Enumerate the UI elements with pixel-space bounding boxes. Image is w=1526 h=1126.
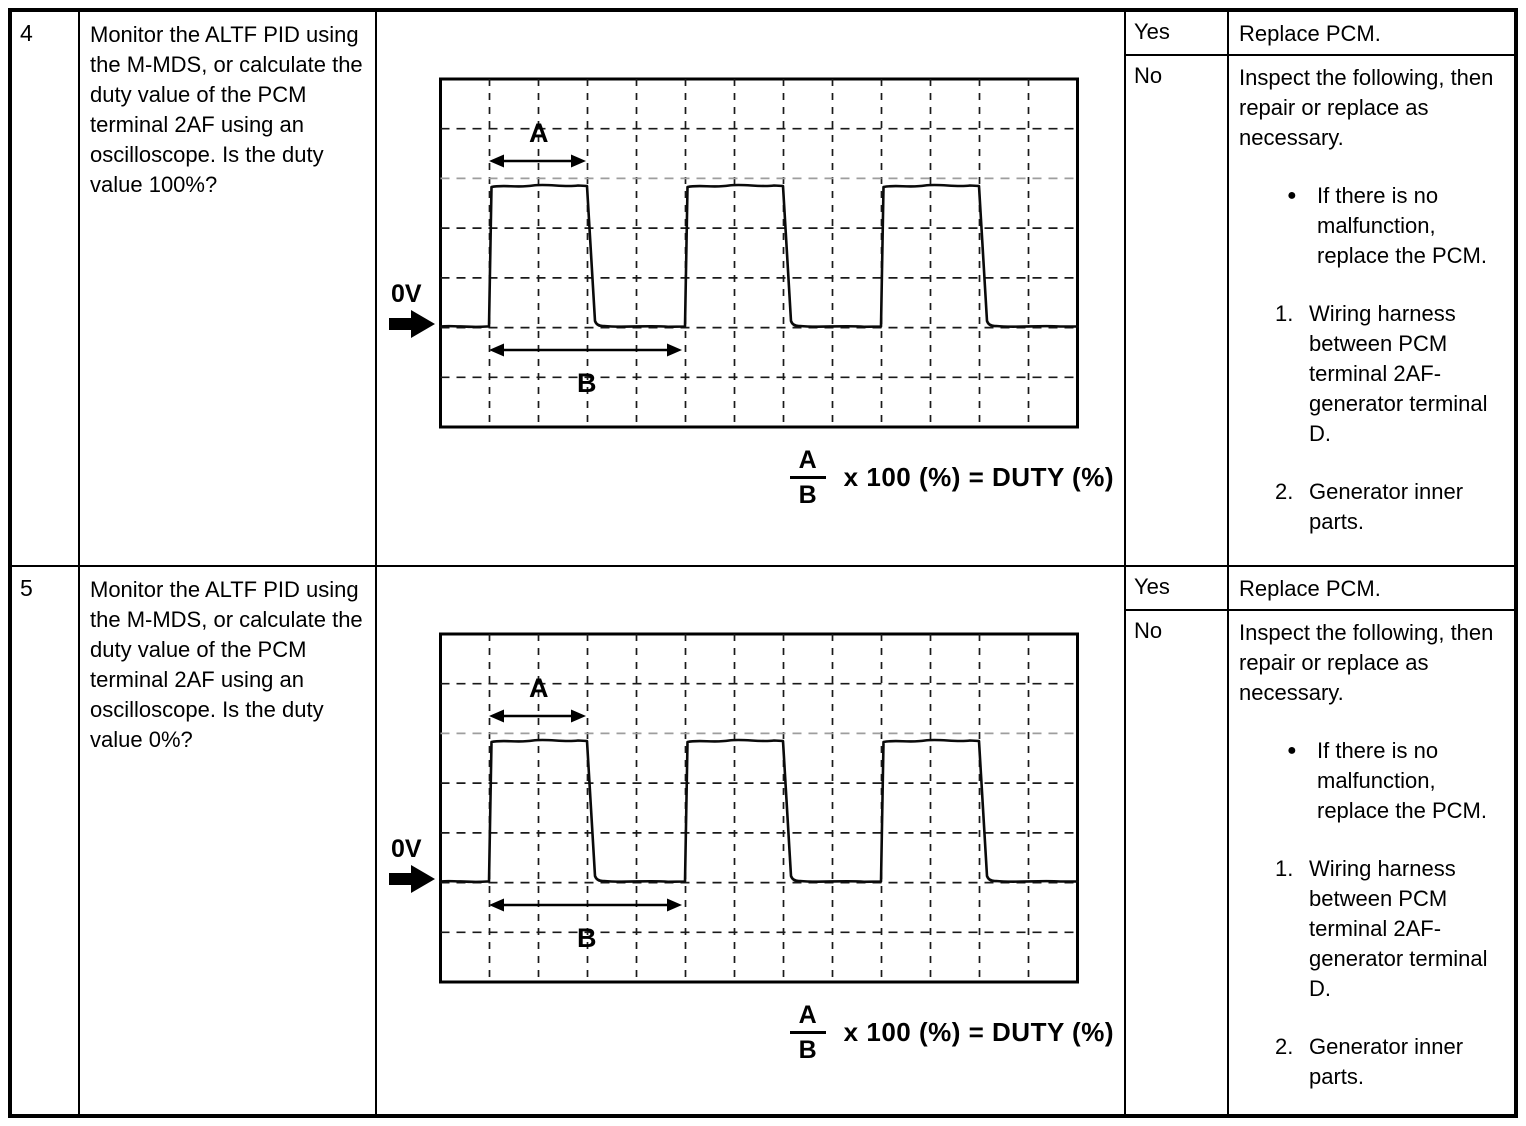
no-action: Inspect the following, then repair or re…	[1229, 611, 1514, 1114]
zero-volt-label: 0V	[391, 835, 422, 863]
item-number: 1.	[1275, 301, 1294, 326]
bullet-item: ● If there is no malfunction, replace th…	[1239, 736, 1504, 826]
zero-volt-arrow-icon	[389, 310, 435, 338]
duty-fraction: A B	[789, 1001, 826, 1065]
fraction-denominator: B	[798, 481, 817, 510]
pulse-width-arrow	[489, 709, 586, 723]
bullet-text: If there is no malfunction, replace the …	[1317, 738, 1487, 823]
oscilloscope-diagram-cell: 0V	[377, 567, 1126, 1114]
zero-volt-label: 0V	[391, 280, 422, 308]
no-action-intro: Inspect the following, then repair or re…	[1239, 65, 1494, 150]
procedure-row-step-4: 4 Monitor the ALTF PID using the M-MDS, …	[12, 12, 1514, 565]
item-text: Generator inner parts.	[1309, 479, 1464, 534]
procedure-row-step-5: 5 Monitor the ALTF PID using the M-MDS, …	[12, 565, 1514, 1114]
bullet-item: ● If there is no malfunction, replace th…	[1239, 181, 1504, 271]
duty-waveform-trace	[439, 738, 1079, 884]
waveform-chart: 0V	[389, 77, 1079, 429]
fraction-bar	[789, 1031, 826, 1035]
grid-horizontal-lines	[440, 127, 1078, 379]
grid-horizontal-lines	[440, 682, 1078, 934]
decision-block: Yes Replace PCM. No Inspect the followin…	[1126, 12, 1514, 565]
pulse-width-arrow	[489, 154, 586, 168]
duty-formula: A B x 100 (%) = DUTY (%)	[383, 1002, 1114, 1064]
item-text: Wiring harness between PCM terminal 2AF-…	[1309, 856, 1488, 1001]
yes-action: Replace PCM.	[1229, 567, 1514, 611]
duty-waveform-trace	[439, 183, 1079, 329]
label-b: B	[577, 923, 597, 953]
zero-volt-arrow-icon	[389, 865, 435, 893]
label-b: B	[577, 368, 597, 398]
numbered-item: 1. Wiring harness between PCM terminal 2…	[1239, 299, 1504, 449]
decision-block: Yes Replace PCM. No Inspect the followin…	[1126, 567, 1514, 1114]
fraction-numerator: A	[798, 1001, 817, 1029]
formula-suffix: x 100 (%) = DUTY (%)	[843, 462, 1114, 493]
waveform-chart: 0V	[389, 632, 1079, 984]
duty-formula: A B x 100 (%) = DUTY (%)	[383, 447, 1114, 509]
no-label: No	[1126, 611, 1229, 1114]
label-a: A	[529, 118, 549, 148]
no-action-intro: Inspect the following, then repair or re…	[1239, 620, 1494, 705]
step-number: 4	[12, 12, 80, 565]
numbered-item: 2. Generator inner parts.	[1239, 477, 1504, 537]
scope-frame	[439, 632, 1079, 984]
no-label: No	[1126, 56, 1229, 565]
item-number: 2.	[1275, 1034, 1294, 1059]
no-action: Inspect the following, then repair or re…	[1229, 56, 1514, 565]
step-number: 5	[12, 567, 80, 1114]
item-text: Wiring harness between PCM terminal 2AF-…	[1309, 301, 1488, 446]
numbered-item: 1. Wiring harness between PCM terminal 2…	[1239, 854, 1504, 1004]
label-a: A	[529, 673, 549, 703]
item-number: 2.	[1275, 479, 1294, 504]
fraction-numerator: A	[798, 446, 817, 474]
bullet-icon: ●	[1287, 187, 1297, 204]
troubleshooting-table: 4 Monitor the ALTF PID using the M-MDS, …	[8, 8, 1518, 1118]
yes-label: Yes	[1126, 12, 1229, 56]
oscilloscope-diagram-cell: 0V	[377, 12, 1126, 565]
formula-suffix: x 100 (%) = DUTY (%)	[843, 1017, 1114, 1048]
question-text: Monitor the ALTF PID using the M-MDS, or…	[80, 12, 377, 565]
oscilloscope-diagram: 0V	[377, 567, 1124, 1064]
fraction-denominator: B	[798, 1036, 817, 1065]
period-arrow	[489, 343, 682, 357]
item-number: 1.	[1275, 856, 1294, 881]
question-text: Monitor the ALTF PID using the M-MDS, or…	[80, 567, 377, 1114]
scope-frame	[439, 77, 1079, 429]
duty-fraction: A B	[789, 446, 826, 510]
oscilloscope-diagram: 0V	[377, 12, 1124, 509]
numbered-item: 2. Generator inner parts.	[1239, 1032, 1504, 1092]
period-arrow	[489, 898, 682, 912]
bullet-icon: ●	[1287, 742, 1297, 759]
fraction-bar	[789, 476, 826, 480]
item-text: Generator inner parts.	[1309, 1034, 1464, 1089]
bullet-text: If there is no malfunction, replace the …	[1317, 183, 1487, 268]
yes-label: Yes	[1126, 567, 1229, 611]
yes-action: Replace PCM.	[1229, 12, 1514, 56]
